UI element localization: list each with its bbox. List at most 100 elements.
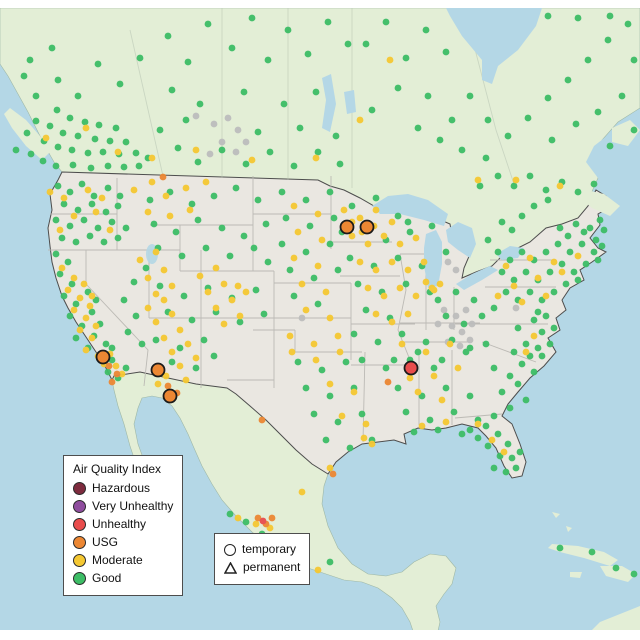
monitor-dot-usg[interactable] [254,514,262,522]
monitor-dot-no_data[interactable] [452,266,460,274]
monitor-dot-good[interactable] [88,308,96,316]
monitor-dot-good[interactable] [290,162,298,170]
monitor-dot-good[interactable] [442,312,450,320]
monitor-dot-good[interactable] [490,364,498,372]
monitor-dot-moderate[interactable] [42,134,50,142]
monitor-dot-no_data[interactable] [224,114,232,122]
monitor-dot-moderate[interactable] [422,348,430,356]
monitor-dot-good[interactable] [95,121,103,129]
monitor-dot-good[interactable] [600,226,608,234]
monitor-dot-good[interactable] [606,142,614,150]
monitor-dot-good[interactable] [182,116,190,124]
monitor-dot-moderate[interactable] [248,156,256,164]
monitor-dot-good[interactable] [104,368,112,376]
monitor-dot-moderate[interactable] [76,294,84,302]
monitor-dot-moderate[interactable] [80,280,88,288]
monitor-dot-good[interactable] [518,248,526,256]
monitor-dot-good[interactable] [476,182,484,190]
monitor-dot-good[interactable] [94,60,102,68]
monitor-dot-good[interactable] [318,366,326,374]
monitor-dot-moderate[interactable] [488,436,496,444]
monitor-dot-moderate[interactable] [500,448,508,456]
monitor-dot-moderate[interactable] [160,266,168,274]
monitor-dot-good[interactable] [124,328,132,336]
monitor-dot-moderate[interactable] [534,274,542,282]
monitor-dot-moderate[interactable] [154,380,162,388]
monitor-dot-good[interactable] [81,118,89,126]
monitor-dot-moderate[interactable] [252,520,260,528]
monitor-dot-good[interactable] [544,196,552,204]
monitor-dot-no_data[interactable] [458,328,466,336]
monitor-dot-good[interactable] [590,180,598,188]
monitor-dot-good[interactable] [88,200,96,208]
monitor-dot-good[interactable] [114,202,122,210]
monitor-dot-usg[interactable] [384,378,392,386]
monitor-dot-moderate[interactable] [168,282,176,290]
monitor-dot-moderate[interactable] [396,240,404,248]
monitor-dot-moderate[interactable] [380,292,388,300]
monitor-dot-good[interactable] [27,150,35,158]
monitor-dot-moderate[interactable] [70,212,78,220]
monitor-dot-good[interactable] [120,296,128,304]
monitor-dot-moderate[interactable] [318,236,326,244]
monitor-dot-good[interactable] [424,92,432,100]
monitor-dot-good[interactable] [522,340,530,348]
monitor-dot-moderate[interactable] [574,252,582,260]
monitor-dot-no_data[interactable] [462,306,470,314]
monitor-dot-moderate[interactable] [242,288,250,296]
temporary-monitor-usg[interactable] [95,349,111,365]
monitor-dot-good[interactable] [116,80,124,88]
monitor-dot-good[interactable] [490,412,498,420]
monitor-dot-moderate[interactable] [162,372,170,380]
monitor-dot-moderate[interactable] [412,292,420,300]
monitor-dot-good[interactable] [100,238,108,246]
monitor-dot-moderate[interactable] [364,284,372,292]
monitor-dot-moderate[interactable] [118,370,126,378]
monitor-dot-good[interactable] [494,430,502,438]
monitor-dot-good[interactable] [69,161,77,169]
monitor-dot-no_data[interactable] [232,148,240,156]
monitor-dot-moderate[interactable] [350,388,358,396]
monitor-dot-moderate[interactable] [356,116,364,124]
monitor-dot-good[interactable] [506,256,514,264]
monitor-dot-good[interactable] [248,14,256,22]
monitor-dot-good[interactable] [630,126,638,134]
monitor-dot-good[interactable] [226,510,234,518]
monitor-dot-moderate[interactable] [510,282,518,290]
monitor-dot-good[interactable] [184,58,192,66]
monitor-dot-usg[interactable] [329,470,337,478]
monitor-dot-moderate[interactable] [356,214,364,222]
monitor-dot-moderate[interactable] [148,154,156,162]
monitor-dot-good[interactable] [490,304,498,312]
monitor-dot-moderate[interactable] [314,210,322,218]
monitor-dot-moderate[interactable] [396,284,404,292]
monitor-dot-good[interactable] [514,324,522,332]
monitor-dot-no_data[interactable] [456,342,464,350]
monitor-dot-moderate[interactable] [388,218,396,226]
monitor-dot-good[interactable] [136,54,144,62]
monitor-dot-good[interactable] [484,236,492,244]
monitor-dot-moderate[interactable] [92,208,100,216]
monitor-dot-good[interactable] [406,228,414,236]
monitor-dot-good[interactable] [394,212,402,220]
monitor-dot-moderate[interactable] [404,310,412,318]
monitor-dot-moderate[interactable] [192,146,200,154]
monitor-dot-good[interactable] [578,240,586,248]
monitor-dot-good[interactable] [522,268,530,276]
monitor-dot-moderate[interactable] [558,268,566,276]
monitor-dot-no_data[interactable] [192,112,200,120]
monitor-dot-good[interactable] [516,448,524,456]
monitor-dot-moderate[interactable] [186,206,194,214]
temporary-monitor-usg[interactable] [359,219,375,235]
monitor-dot-moderate[interactable] [302,306,310,314]
monitor-dot-good[interactable] [106,137,114,145]
monitor-dot-good[interactable] [104,184,112,192]
monitor-dot-good[interactable] [606,12,614,20]
monitor-dot-moderate[interactable] [236,312,244,320]
monitor-dot-good[interactable] [394,84,402,92]
monitor-dot-good[interactable] [324,18,332,26]
monitor-dot-good[interactable] [466,392,474,400]
monitor-dot-good[interactable] [534,308,542,316]
monitor-dot-good[interactable] [52,162,60,170]
monitor-dot-good[interactable] [168,358,176,366]
